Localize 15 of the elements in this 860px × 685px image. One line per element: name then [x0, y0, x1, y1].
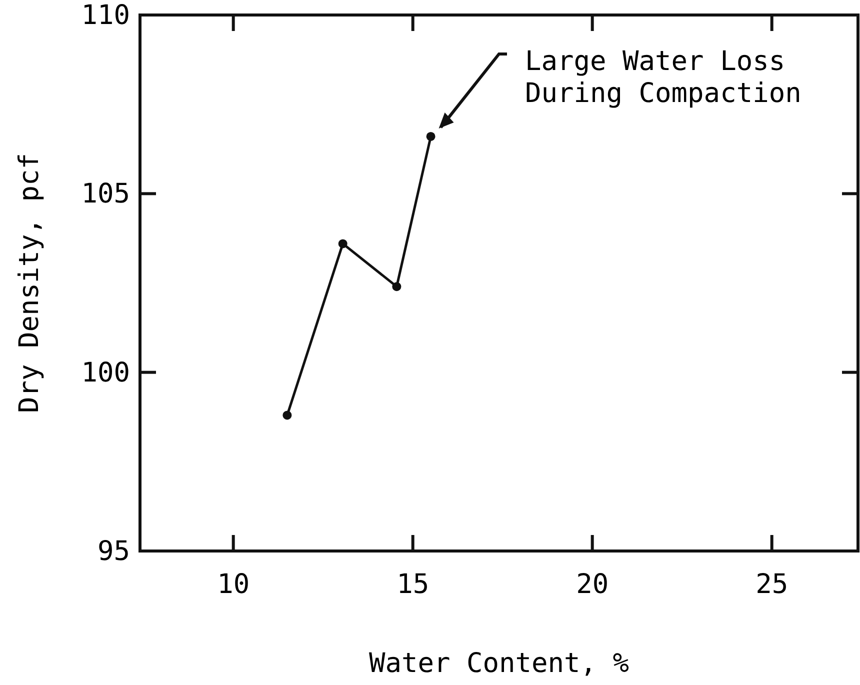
x-tick-label: 15	[396, 569, 430, 600]
x-tick-label: 20	[576, 569, 609, 600]
x-axis-title: Water Content, %	[368, 648, 630, 679]
y-tick-label: 105	[81, 178, 130, 210]
point	[338, 239, 348, 248]
point	[282, 410, 292, 420]
x-tick-label: 25	[756, 569, 788, 600]
x-tick-label: 10	[217, 569, 250, 600]
y-tick-label: 95	[97, 536, 130, 567]
point	[392, 282, 402, 292]
y-tick-label: 110	[81, 0, 130, 31]
point	[426, 132, 436, 141]
y-axis-title: Dry Density, pcf	[14, 152, 45, 414]
y-tick-label: 100	[81, 357, 130, 388]
annotation: Large Water Loss During Compaction	[525, 46, 802, 109]
